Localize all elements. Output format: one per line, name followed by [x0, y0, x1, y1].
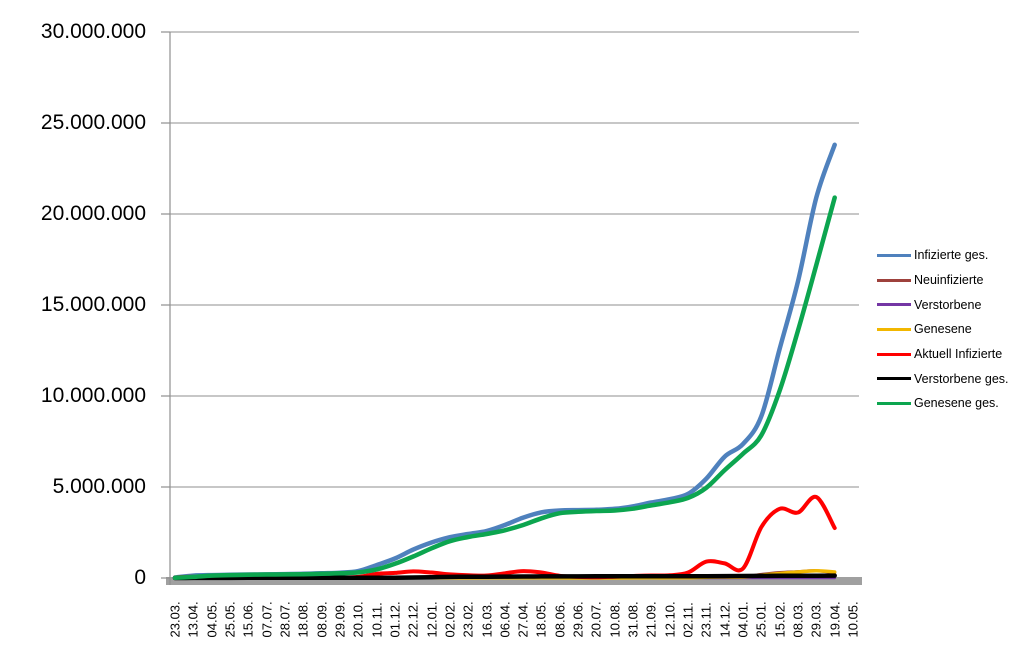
legend-entry: Verstorbene	[877, 292, 1009, 317]
x-axis-label: 23.03.	[167, 600, 183, 637]
x-axis-label: 02.11.	[680, 601, 696, 637]
legend: Infizierte ges. Neuinfizierte Verstorbene G…	[877, 243, 1009, 416]
legend-entry: Genesene	[877, 317, 1009, 342]
series-line-genesene-ges	[172, 195, 837, 581]
legend-entry: Verstorbene ges.	[877, 366, 1009, 391]
x-axis-label: 23.02.	[460, 600, 476, 637]
series-line-infizierte-ges	[172, 142, 837, 580]
legend-label: Verstorbene	[914, 297, 982, 312]
legend-entry: Infizierte ges.	[877, 243, 1009, 268]
x-axis-label: 18.08.	[295, 600, 311, 637]
x-axis-label: 29.03.	[808, 600, 824, 637]
x-axis-label: 22.12.	[405, 600, 421, 637]
legend-line-sample	[877, 352, 911, 356]
y-axis-label: 25.000.000	[40, 111, 146, 134]
x-axis-label: 04.01.	[735, 600, 751, 637]
x-axis-label: 04.05.	[204, 600, 220, 637]
x-axis-label: 29.09.	[332, 600, 348, 637]
x-axis-label: 20.07.	[588, 600, 604, 637]
x-axis-label: 23.11.	[698, 601, 714, 637]
legend-label: Verstorbene ges.	[914, 371, 1009, 386]
legend-label: Genesene	[914, 322, 972, 337]
x-axis-label: 13.04.	[185, 600, 201, 637]
x-axis-label: 21.09.	[643, 600, 659, 637]
y-axis-label: 15.000.000	[40, 293, 146, 316]
legend-entry: Genesene ges.	[877, 391, 1009, 416]
x-axis-label: 12.10.	[662, 600, 678, 637]
x-axis-label: 10.05.	[845, 600, 861, 637]
legend-label: Genesene ges.	[914, 396, 999, 411]
x-axis-label: 29.06.	[570, 600, 586, 637]
x-axis-label: 18.05.	[533, 600, 549, 637]
series-line-verstorbene-ges	[172, 573, 837, 581]
legend-line-sample	[877, 377, 911, 381]
x-axis-label: 06.04.	[497, 600, 513, 637]
legend-line-sample	[877, 327, 911, 331]
y-axis-label: 5.000.000	[52, 475, 146, 498]
x-axis-label: 14.12.	[717, 600, 733, 637]
x-axis-label: 16.03.	[479, 600, 494, 637]
legend-line-sample	[877, 253, 911, 257]
legend-entry: Neuinfizierte	[877, 268, 1009, 293]
x-axis-label: 08.03.	[790, 600, 806, 637]
legend-label: Neuinfizierte	[914, 273, 984, 288]
x-axis-label: 15.06.	[240, 600, 256, 637]
x-axis-label: 31.08.	[625, 600, 641, 637]
legend-entry: Aktuell Infizierte	[877, 342, 1009, 367]
y-axis-label: 0	[134, 566, 146, 589]
x-axis-label: 19.04.	[827, 600, 843, 637]
x-axis-baseline	[166, 577, 862, 585]
x-axis-label: 01.12.	[387, 600, 403, 637]
legend-line-sample	[877, 278, 911, 282]
x-axis-label: 08.06.	[552, 600, 568, 637]
y-axis-label: 10.000.000	[40, 384, 146, 407]
x-axis-label: 25.01.	[753, 600, 769, 637]
x-axis-label: 12.01.	[424, 600, 440, 637]
x-axis-label: 15.02.	[772, 600, 788, 637]
x-axis-label: 08.09.	[314, 600, 330, 637]
x-axis-label: 25.05.	[222, 600, 238, 637]
y-axis-label: 20.000.000	[40, 202, 146, 225]
legend-line-sample	[877, 303, 911, 307]
y-axis-label: 30.000.000	[40, 20, 146, 43]
x-axis-label: 27.04.	[515, 600, 531, 637]
legend-line-sample	[877, 401, 911, 405]
series-line-aktuell-infizierte	[173, 494, 837, 580]
x-axis-label: 07.07.	[259, 600, 275, 637]
legend-label: Infizierte ges.	[914, 248, 989, 263]
legend-label: Aktuell Infizierte	[914, 347, 1003, 362]
x-axis-label: 10.11.	[369, 601, 385, 637]
x-axis-label: 02.02.	[442, 600, 458, 637]
x-axis-label: 20.10.	[350, 600, 366, 637]
x-axis-label: 10.08.	[607, 600, 623, 637]
x-axis-label: 28.07.	[277, 600, 293, 637]
